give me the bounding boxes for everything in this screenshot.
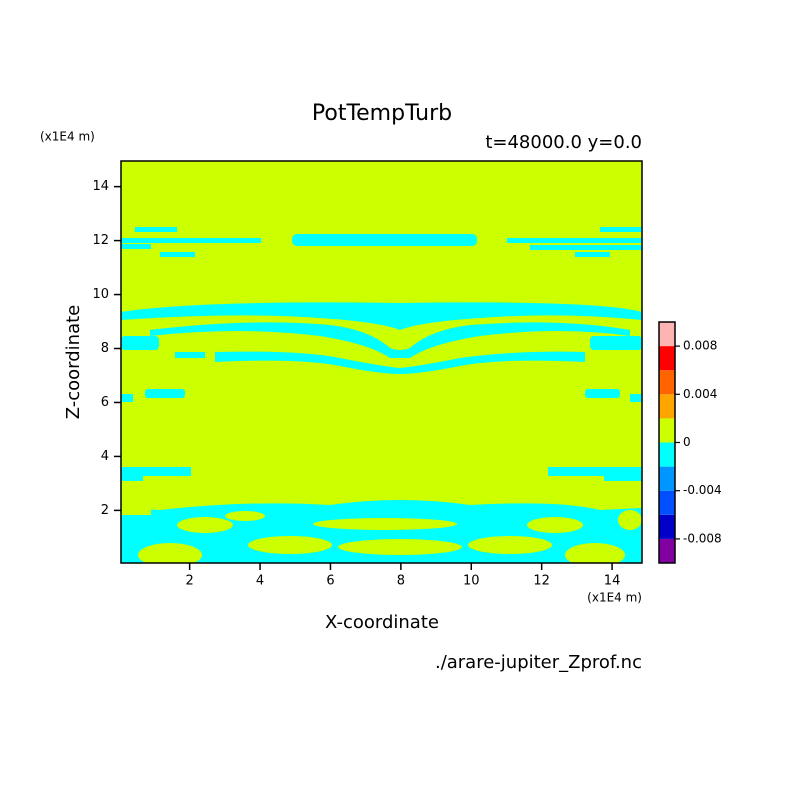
x-tick-label: 8 (397, 574, 405, 589)
y-tick-label: 14 (92, 179, 109, 194)
colorbar-segment (659, 418, 675, 443)
colorbar-tick-label: -0.008 (683, 531, 722, 545)
file-name: ./arare-jupiter_Zprof.nc (435, 652, 642, 673)
y-tick-label: 8 (101, 341, 109, 356)
x-tick-label: 14 (604, 574, 621, 589)
contour-field (121, 161, 642, 563)
y-tick-label: 12 (92, 233, 109, 248)
x-unit: (x1E4 m) (587, 591, 642, 605)
chart-title: PotTempTurb (312, 101, 452, 126)
colorbar-tick-label: 0.004 (683, 387, 717, 401)
x-tick-label: 12 (533, 574, 550, 589)
colorbar-tick-label: -0.004 (683, 483, 722, 497)
y-axis-label: Z-coordinate (63, 305, 84, 420)
x-tick-label: 2 (186, 574, 194, 589)
colorbar-segment (659, 370, 675, 395)
contour-region (121, 500, 642, 563)
colorbar-segment (659, 538, 675, 563)
subtitle: t=48000.0 y=0.0 (485, 132, 642, 153)
y-tick-label: 6 (101, 395, 109, 410)
plot-frame (120, 160, 643, 564)
y-unit: (x1E4 m) (40, 130, 95, 144)
colorbar-segment (659, 490, 675, 515)
x-tick-label: 10 (463, 574, 480, 589)
contour-region (121, 161, 642, 563)
x-tick-label: 4 (256, 574, 264, 589)
colorbar-segment (659, 514, 675, 539)
y-tick-label: 4 (101, 449, 109, 464)
colorbar-segment (659, 346, 675, 371)
y-tick-label: 10 (92, 287, 109, 302)
x-tick-label: 6 (326, 574, 334, 589)
y-tick-label: 2 (101, 503, 109, 518)
colorbar-segment (659, 322, 675, 347)
colorbar-tick-label: 0.008 (683, 339, 717, 353)
colorbar-segment (659, 394, 675, 419)
colorbar-tick-label: 0 (683, 435, 691, 449)
x-axis-label: X-coordinate (325, 612, 439, 633)
colorbar-segment (659, 466, 675, 491)
colorbar-segment (659, 442, 675, 467)
